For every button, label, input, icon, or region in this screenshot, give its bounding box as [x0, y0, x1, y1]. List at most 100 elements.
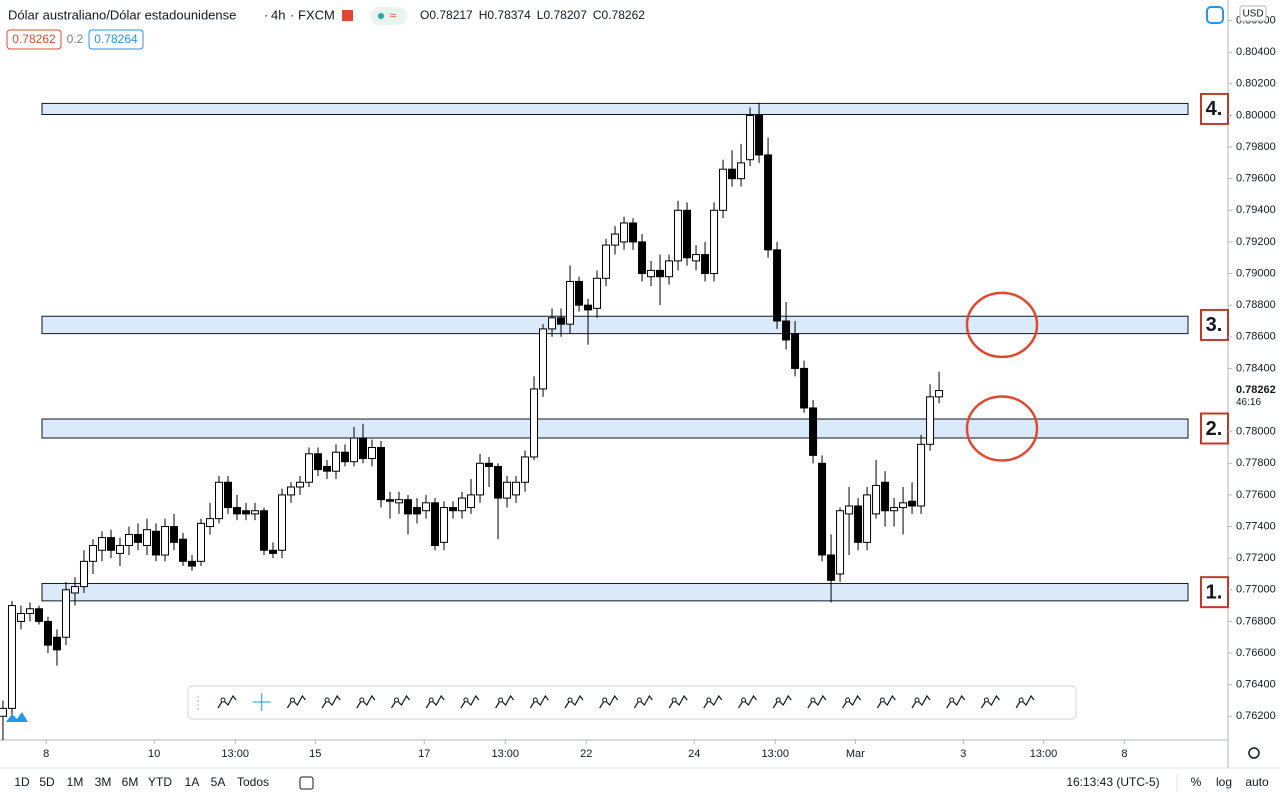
alert-flag[interactable]: [342, 10, 353, 21]
range-button[interactable]: 1A: [185, 775, 200, 789]
tool-icon: [217, 694, 237, 709]
tool-icon: [633, 694, 653, 709]
market-status[interactable]: [370, 7, 407, 25]
candle-body: [917, 443, 926, 507]
last-price: 0.78262: [1236, 384, 1276, 396]
drawing-tool[interactable]: [633, 694, 653, 709]
range-button[interactable]: 3M: [95, 775, 112, 789]
drawing-tool[interactable]: [1015, 694, 1035, 709]
tool-icon: [463, 697, 469, 703]
candle-body: [584, 304, 593, 311]
tool-icon: [775, 697, 781, 703]
candle-body: [169, 526, 178, 543]
drawing-tool[interactable]: [911, 694, 931, 709]
sync-button[interactable]: [1206, 6, 1224, 24]
tool-icon: [636, 697, 642, 703]
tool-icon: [668, 694, 688, 709]
candle-body: [521, 456, 530, 483]
support-resistance-zone: [41, 102, 1189, 115]
range-button[interactable]: 5A: [211, 775, 226, 789]
candle-body: [467, 494, 476, 509]
x-tick-label: 13:00: [1030, 748, 1058, 760]
drawing-tool[interactable]: [460, 694, 480, 709]
candle-body: [854, 505, 863, 543]
tool-icon: [876, 694, 896, 709]
drawing-tool[interactable]: [286, 694, 306, 709]
settings-icon[interactable]: [1248, 747, 1260, 759]
drawing-tool[interactable]: [946, 694, 966, 709]
candle-body: [791, 333, 800, 369]
drawing-tool[interactable]: [668, 694, 688, 709]
drawing-tool[interactable]: [390, 694, 410, 709]
y-tick-label: 0.77200: [1236, 552, 1276, 564]
range-button[interactable]: 6M: [122, 775, 139, 789]
tool-icon: [529, 694, 549, 709]
ask-box[interactable]: [88, 29, 144, 50]
drawing-tool[interactable]: [425, 694, 445, 709]
drawing-tool[interactable]: [772, 694, 792, 709]
footer: 1D 5D 1M 3M 6M YTD 1A 5A Todos 16:13:43 (UTC-5)% l…: [14, 775, 1269, 789]
tool-icon: [703, 694, 723, 709]
bid-box[interactable]: [6, 29, 62, 50]
drawing-tool[interactable]: [495, 694, 515, 709]
tool-icon: [1015, 694, 1035, 709]
candle-body: [440, 507, 449, 543]
scale-option[interactable]: log: [1216, 775, 1232, 789]
currency-box[interactable]: [1239, 5, 1267, 22]
calendar-icon[interactable]: [299, 776, 314, 790]
drawing-tool[interactable]: [321, 694, 341, 709]
drawing-tool[interactable]: [529, 694, 549, 709]
drawing-tool[interactable]: [737, 694, 757, 709]
y-tick-label: 0.79400: [1236, 204, 1276, 216]
scale-option[interactable]: auto: [1245, 775, 1269, 789]
drawing-tools: [197, 693, 1035, 711]
support-resistance-zone: [41, 582, 1189, 602]
tool-icon: [842, 694, 862, 709]
scale-option[interactable]: %: [1191, 775, 1202, 789]
drawing-tool[interactable]: [599, 694, 619, 709]
support-resistance-zone: [41, 315, 1189, 335]
tool-icon: [359, 697, 365, 703]
tool-icon: [286, 694, 306, 709]
candle-body: [737, 162, 746, 180]
candle-body: [0, 707, 7, 717]
tool-icon: [810, 697, 816, 703]
y-tick-label: 0.76800: [1236, 615, 1276, 627]
tool-icon: [289, 697, 295, 703]
y-tick-label: 0.79200: [1236, 236, 1276, 248]
tool-icon: [390, 694, 410, 709]
range-button[interactable]: 1M: [67, 775, 84, 789]
range-button[interactable]: Todos: [237, 775, 269, 789]
tool-icon: [911, 694, 931, 709]
candle-body: [710, 209, 719, 275]
range-button[interactable]: 5D: [39, 775, 55, 789]
drawing-tool[interactable]: [807, 694, 827, 709]
drawing-tool[interactable]: [876, 694, 896, 709]
drawing-tool[interactable]: [252, 693, 271, 711]
candle-body: [620, 222, 629, 243]
drawing-tool[interactable]: [356, 694, 376, 709]
tool-icon: [532, 697, 538, 703]
candle-body: [259, 510, 268, 551]
drawing-tool[interactable]: [703, 694, 723, 709]
candle-body: [611, 233, 620, 246]
range-button[interactable]: 1D: [14, 775, 30, 789]
drawing-tool[interactable]: [842, 694, 862, 709]
candle-body: [151, 530, 160, 556]
candle-body: [359, 437, 368, 460]
candle-body: [800, 367, 809, 409]
ohlc-key: C: [593, 8, 602, 22]
tool-icon: [498, 697, 504, 703]
y-tick-label: 0.79600: [1236, 173, 1276, 185]
tool-icon: [567, 697, 573, 703]
countdown: 46:16: [1236, 397, 1261, 408]
drawing-tool[interactable]: [564, 694, 584, 709]
drawing-tool[interactable]: [980, 694, 1000, 709]
drawing-tool[interactable]: [217, 694, 237, 709]
range-button[interactable]: YTD: [148, 775, 172, 789]
interval[interactable]: 4h: [271, 7, 285, 22]
y-tick-label: 0.77000: [1236, 584, 1276, 596]
y-tick-label: 0.80000: [1236, 109, 1276, 121]
